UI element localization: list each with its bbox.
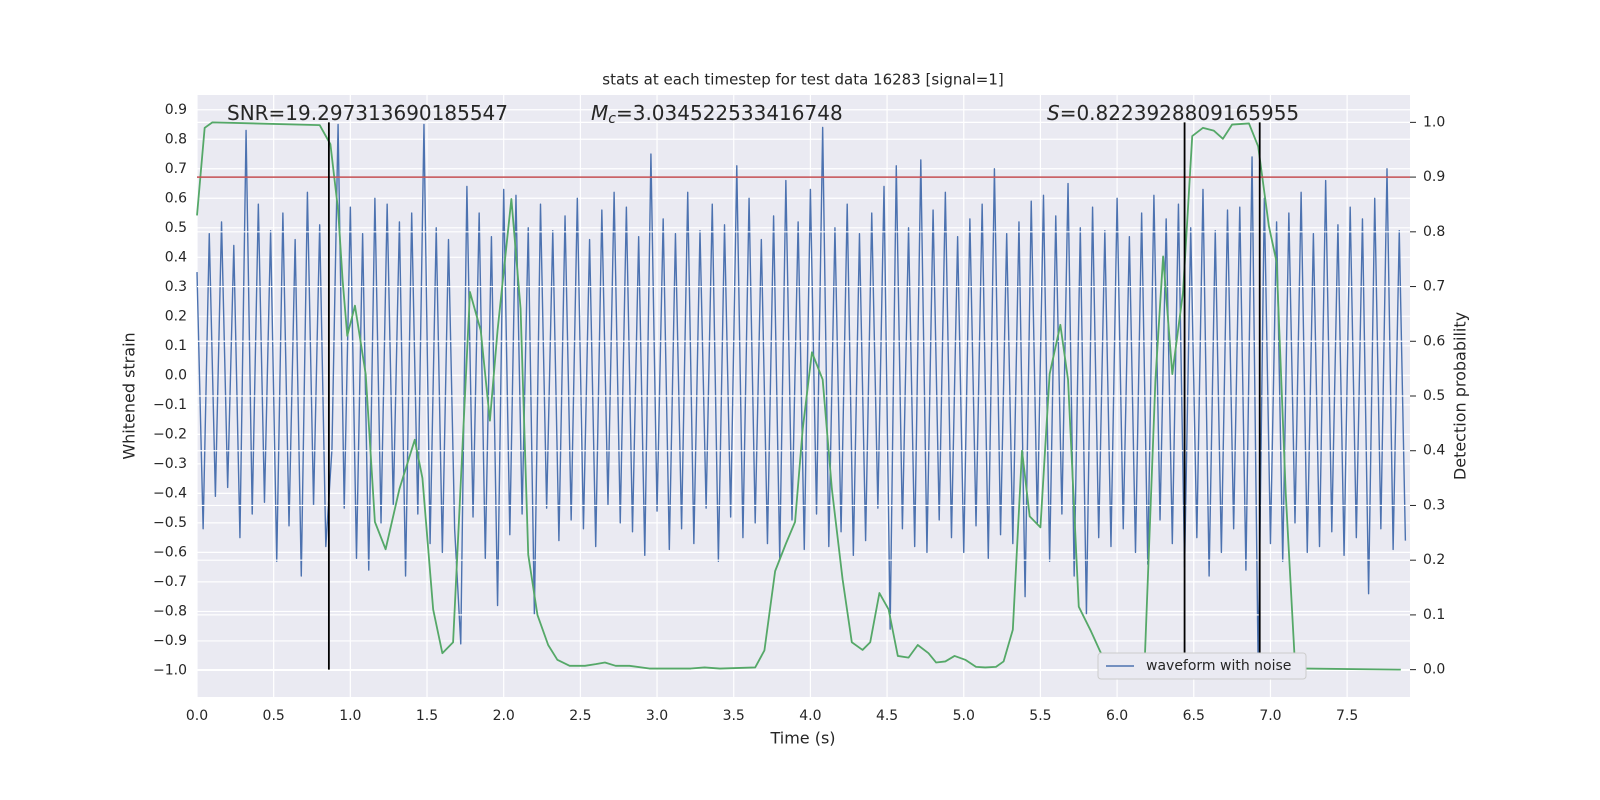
y-tick-label: −0.8 <box>153 603 187 619</box>
y-tick-label: −0.3 <box>153 456 187 472</box>
y2-tick-label: 0.2 <box>1423 552 1445 568</box>
x-tick-label: 7.5 <box>1336 708 1358 724</box>
annotation-symbol: M <box>591 101 608 125</box>
annotation-text: =3.034522533416748 <box>616 101 843 125</box>
x-tick-label: 6.5 <box>1183 708 1205 724</box>
series-line <box>196 121 1401 671</box>
y-tick-label: 0.9 <box>165 102 187 118</box>
y2-tick-label: 0.0 <box>1423 662 1445 678</box>
x-tick-label: 5.5 <box>1029 708 1051 724</box>
y-tick-label: −0.7 <box>153 574 187 590</box>
y-tick-label: 0.0 <box>165 367 187 383</box>
x-axis-label: Time (s) <box>769 729 835 748</box>
y2-axis-label: Detection probability <box>1451 312 1470 480</box>
y-axis-label: Whitened strain <box>120 332 139 459</box>
y-tick-label: 0.4 <box>165 249 187 265</box>
y2-tick-label: 0.1 <box>1423 607 1445 623</box>
legend-label: waveform with noise <box>1146 658 1291 674</box>
y-tick-label: −0.2 <box>153 426 187 442</box>
x-tick-label: 4.0 <box>799 708 821 724</box>
annotation-text: SNR=19.297313690185547 <box>227 101 508 125</box>
x-tick-label: 0.5 <box>263 708 285 724</box>
annotation-subscript: c <box>608 111 616 127</box>
y-tick-label: −0.4 <box>153 485 187 501</box>
x-tick-label: 1.5 <box>416 708 438 724</box>
y2-tick-label: 0.8 <box>1423 224 1445 240</box>
y-tick-label: 0.2 <box>165 308 187 324</box>
y-tick-label: −1.0 <box>153 662 187 678</box>
y-tick-label: 0.7 <box>165 161 187 177</box>
annotation-text: =0.8223928809165955 <box>1060 101 1299 125</box>
y-tick-label: 0.8 <box>165 131 187 147</box>
x-tick-label: 3.0 <box>646 708 668 724</box>
chart-title: stats at each timestep for test data 162… <box>602 71 1003 89</box>
y2-tick-label: 0.9 <box>1423 169 1445 185</box>
annotation: SNR=19.297313690185547 <box>227 101 508 125</box>
y-tick-label: −0.1 <box>153 397 187 413</box>
legend-box <box>1097 652 1307 680</box>
y2-tick-label: 1.0 <box>1423 114 1445 130</box>
y-tick-label: 0.1 <box>165 338 187 354</box>
y-tick-label: −0.6 <box>153 544 187 560</box>
x-tick-label: 5.0 <box>953 708 975 724</box>
x-tick-label: 3.5 <box>723 708 745 724</box>
y-tick-label: 0.5 <box>165 220 187 236</box>
x-tick-label: 4.5 <box>876 708 898 724</box>
x-tick-label: 7.0 <box>1259 708 1281 724</box>
y2-tick-label: 0.5 <box>1423 388 1445 404</box>
y2-tick-label: 0.6 <box>1423 333 1445 349</box>
y-tick-label: −0.9 <box>153 633 187 649</box>
y-tick-label: 0.6 <box>165 190 187 206</box>
annotation: Mc=3.034522533416748 <box>591 101 843 128</box>
x-tick-label: 6.0 <box>1106 708 1128 724</box>
x-tick-label: 2.0 <box>493 708 515 724</box>
x-tick-label: 2.5 <box>569 708 591 724</box>
y2-tick-label: 0.4 <box>1423 443 1445 459</box>
series-line <box>196 123 1407 672</box>
y2-tick-label: 0.3 <box>1423 497 1445 513</box>
y2-tick-label: 0.7 <box>1423 279 1445 295</box>
annotation: S=0.8223928809165955 <box>1047 101 1299 125</box>
y-tick-label: −0.5 <box>153 515 187 531</box>
x-tick-label: 1.0 <box>339 708 361 724</box>
annotation-symbol: S <box>1047 101 1060 125</box>
y-tick-label: 0.3 <box>165 279 187 295</box>
x-tick-label: 0.0 <box>186 708 208 724</box>
